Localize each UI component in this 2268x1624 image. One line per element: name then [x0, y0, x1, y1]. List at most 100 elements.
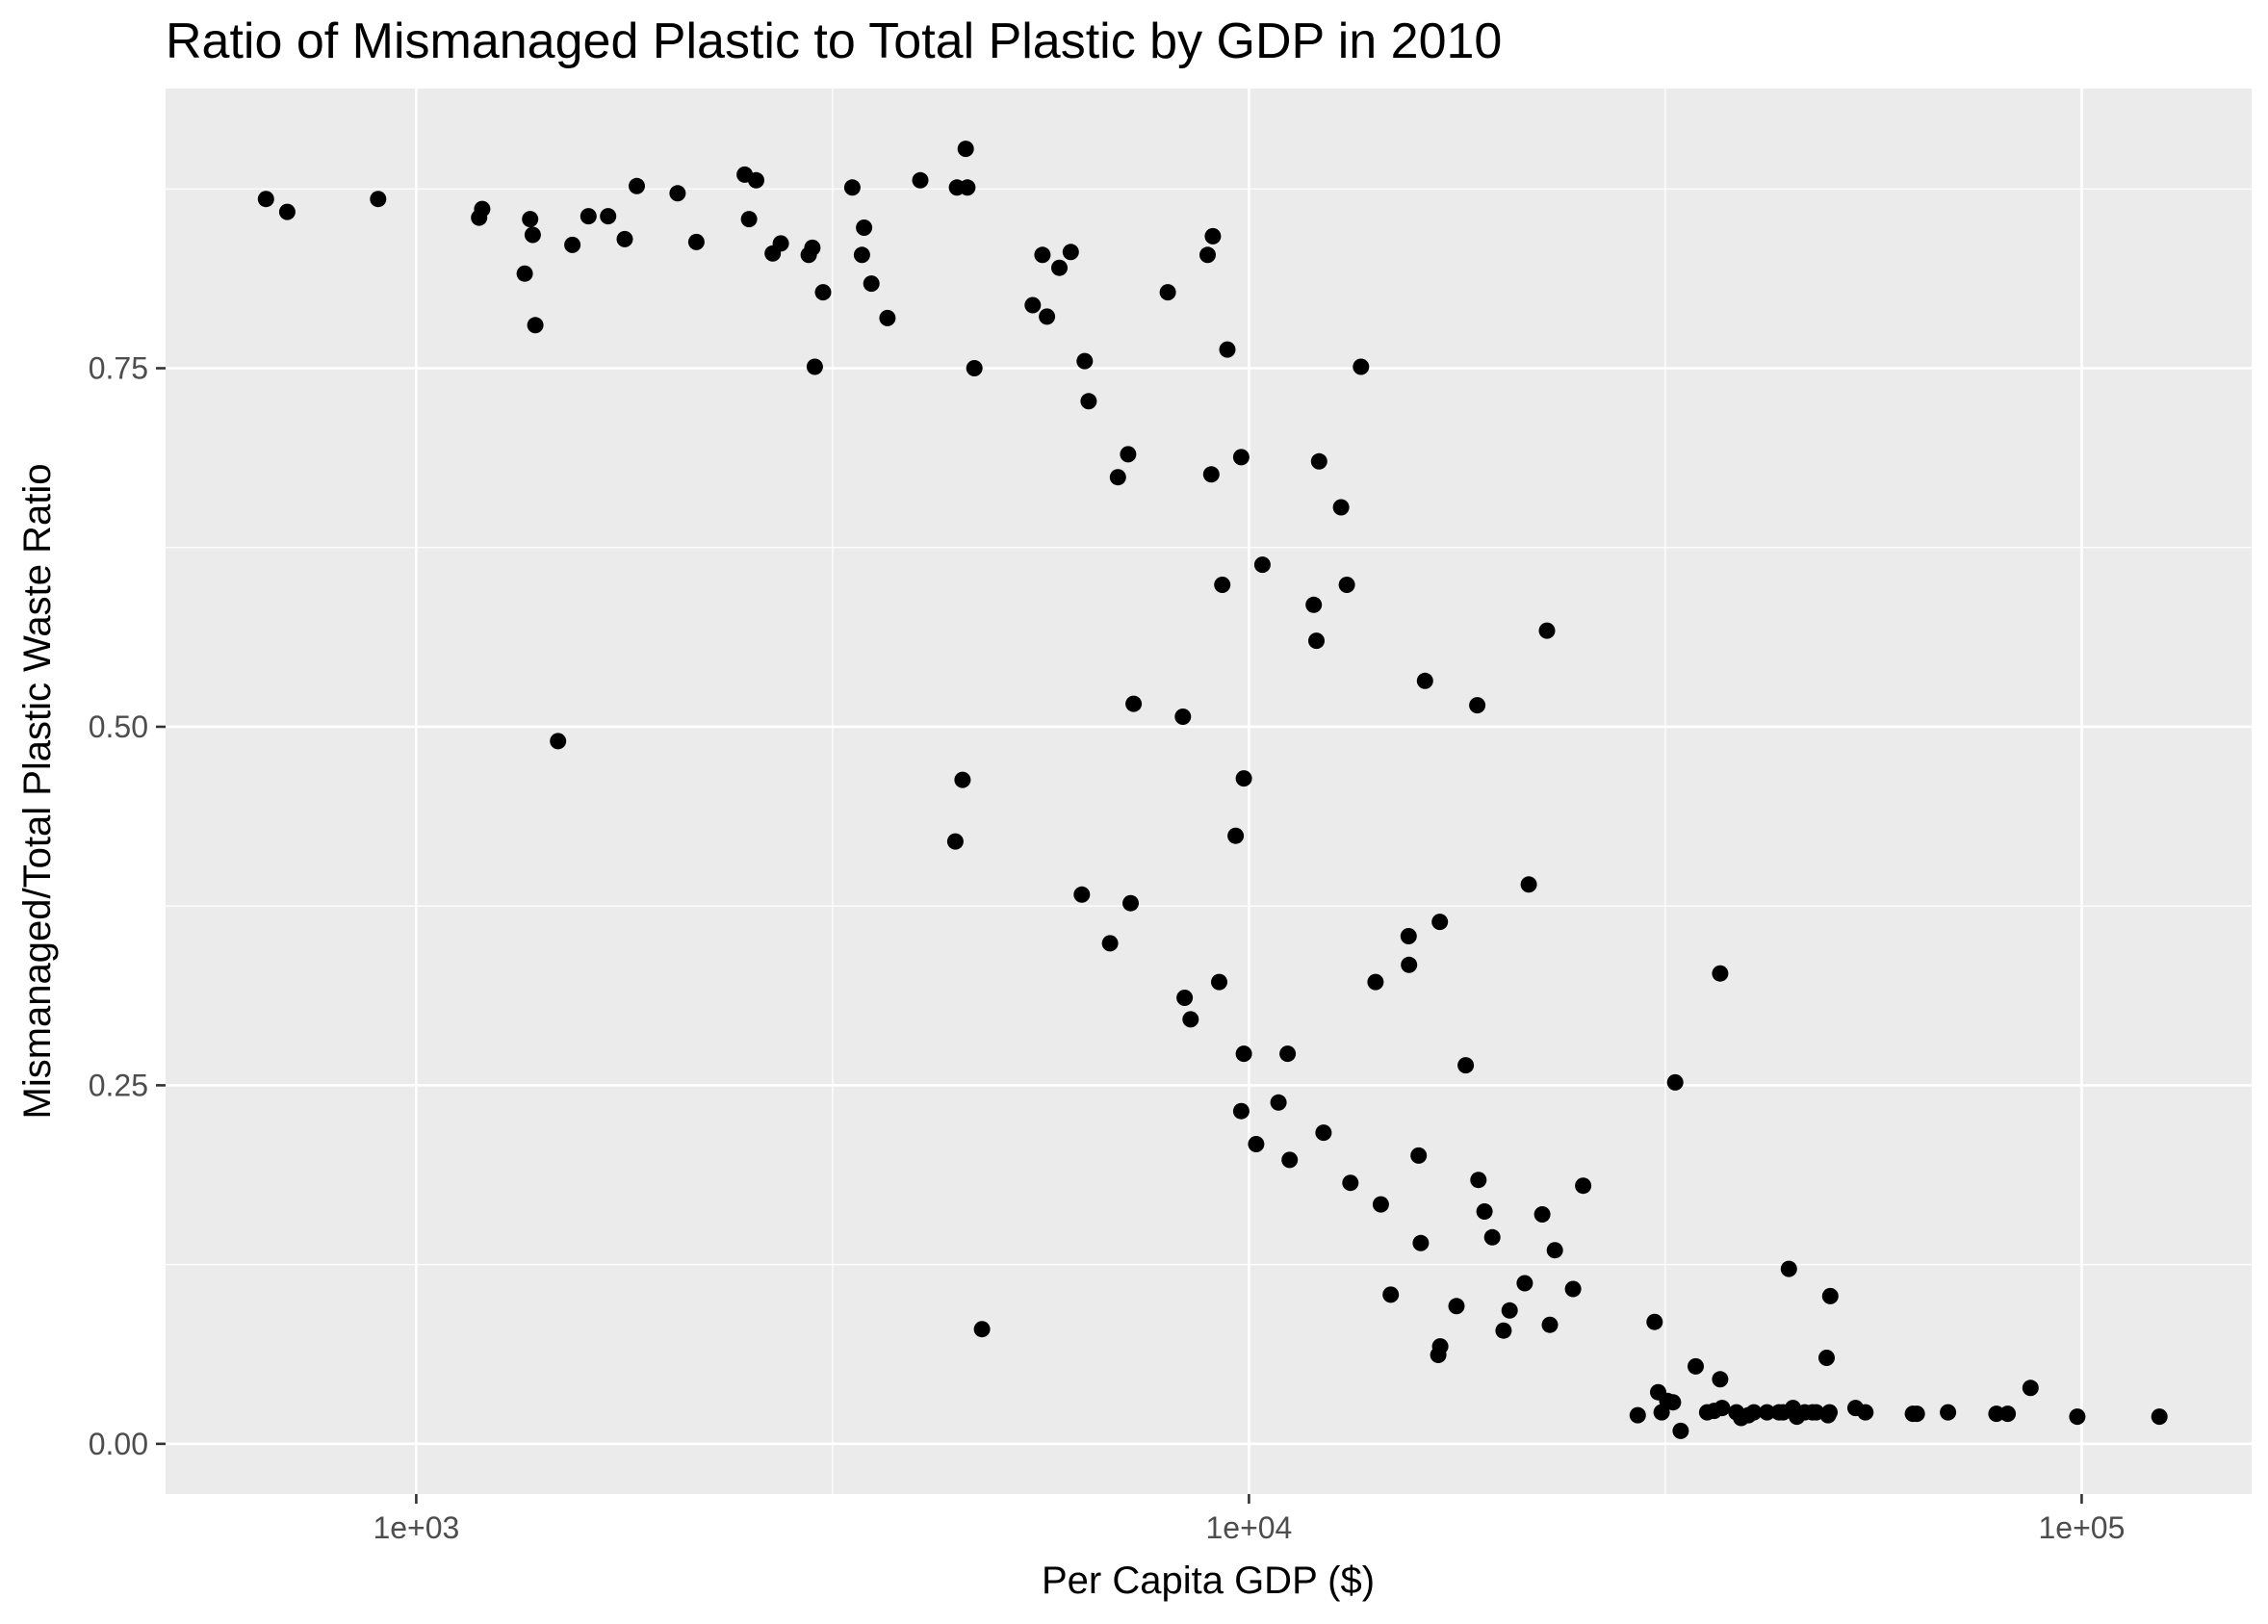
data-point — [804, 239, 821, 256]
data-point — [1305, 596, 1323, 613]
data-point — [629, 177, 645, 194]
data-point — [1448, 1298, 1465, 1315]
data-point — [1073, 886, 1091, 903]
data-point — [1520, 876, 1537, 893]
data-point — [1745, 1404, 1763, 1421]
data-point — [1780, 1260, 1797, 1277]
data-point — [1476, 1203, 1493, 1220]
data-point — [1999, 1405, 2017, 1423]
data-point — [1821, 1287, 1839, 1304]
data-point — [1253, 556, 1271, 574]
data-point — [1332, 499, 1350, 516]
data-point — [1672, 1422, 1689, 1439]
data-point — [1483, 1228, 1501, 1246]
data-point — [1546, 1242, 1563, 1259]
data-point — [1024, 296, 1042, 314]
data-point — [1367, 973, 1384, 991]
y-axis-title: Mismanaged/Total Plastic Waste Ratio — [16, 463, 59, 1119]
data-point — [1564, 1280, 1582, 1298]
data-points — [257, 141, 2168, 1439]
data-point — [616, 230, 633, 247]
y-tick-label: 0.00 — [89, 1427, 148, 1461]
data-point — [580, 208, 597, 225]
data-point — [1199, 246, 1216, 264]
data-point — [959, 179, 976, 196]
data-point — [1401, 956, 1418, 973]
data-point — [853, 246, 870, 264]
data-point — [524, 226, 541, 244]
data-point — [1469, 697, 1486, 714]
data-point — [1034, 246, 1051, 264]
data-point — [1759, 1404, 1776, 1421]
x-axis-title: Per Capita GDP ($) — [1042, 1560, 1375, 1602]
data-point — [1235, 1045, 1252, 1063]
data-point — [1308, 632, 1325, 650]
data-point — [1174, 709, 1192, 725]
data-point — [1818, 1350, 1835, 1366]
data-point — [2151, 1408, 2168, 1426]
data-point — [1664, 1394, 1682, 1411]
axis-ticks: 1e+03 1e+04 1e+05 0.00 0.25 0.50 0.75 — [89, 351, 2126, 1545]
data-point — [1310, 452, 1327, 470]
data-point — [1039, 308, 1056, 325]
data-point — [1940, 1404, 1957, 1421]
data-point — [600, 208, 617, 225]
data-point — [1353, 358, 1370, 375]
x-tick-label: 1e+05 — [2038, 1510, 2125, 1545]
data-point — [740, 211, 758, 228]
data-point — [1176, 990, 1194, 1006]
data-point — [1416, 672, 1433, 689]
data-point — [1431, 1338, 1449, 1355]
data-point — [1342, 1174, 1359, 1192]
data-point — [912, 171, 929, 189]
data-point — [474, 200, 491, 218]
data-point — [2069, 1408, 2086, 1426]
data-point — [973, 1321, 991, 1338]
data-point — [748, 171, 764, 189]
data-point — [1227, 827, 1245, 844]
data-point — [1908, 1405, 1925, 1423]
data-point — [2022, 1379, 2039, 1397]
data-point — [1688, 1357, 1704, 1375]
data-point — [1279, 1045, 1297, 1063]
data-point — [1457, 1057, 1475, 1074]
data-point — [1232, 1102, 1250, 1120]
data-point — [1495, 1322, 1512, 1339]
data-point — [1235, 770, 1252, 787]
data-point — [843, 179, 861, 196]
data-point — [1819, 1406, 1837, 1424]
data-point — [1204, 227, 1222, 245]
data-point — [856, 219, 873, 236]
data-point — [1541, 1316, 1559, 1333]
data-point — [772, 235, 789, 252]
data-point — [1516, 1275, 1533, 1292]
data-point — [257, 191, 274, 208]
x-tick-label: 1e+04 — [1205, 1510, 1292, 1545]
data-point — [1470, 1172, 1487, 1189]
data-point — [1666, 1073, 1684, 1091]
plot-panel — [166, 89, 2252, 1494]
data-point — [879, 309, 896, 326]
data-point — [516, 265, 533, 282]
data-point — [1270, 1094, 1287, 1111]
data-point — [863, 275, 880, 293]
data-point — [1109, 469, 1126, 486]
data-point — [1214, 577, 1231, 593]
data-point — [1080, 393, 1097, 410]
data-point — [527, 317, 544, 334]
data-point — [1338, 577, 1355, 593]
data-point — [1575, 1177, 1592, 1195]
data-point — [1122, 894, 1139, 912]
data-point — [1120, 446, 1137, 463]
data-point — [687, 233, 705, 250]
y-tick-label: 0.75 — [89, 351, 148, 386]
data-point — [1988, 1405, 2005, 1423]
data-point — [1315, 1124, 1332, 1142]
x-tick-label: 1e+03 — [373, 1510, 459, 1545]
data-point — [1400, 928, 1417, 944]
data-point — [1372, 1196, 1389, 1213]
data-point — [1076, 352, 1094, 370]
data-point — [1538, 622, 1556, 639]
data-point — [564, 236, 581, 253]
data-point — [1712, 965, 1729, 982]
